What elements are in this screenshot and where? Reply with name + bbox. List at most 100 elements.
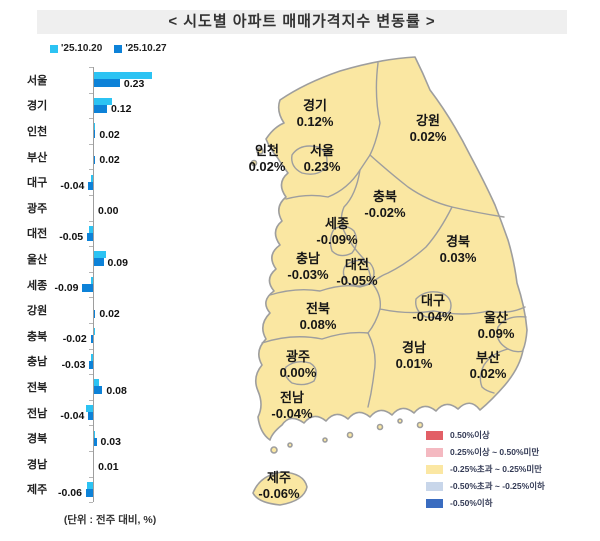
chart-row: 경기 0.12: [25, 93, 195, 119]
map-region-label: 대구 -0.04%: [412, 293, 453, 325]
map-region-label: 광주 0.00%: [280, 349, 317, 381]
bar-2025-10-27: [93, 258, 104, 267]
map-region-name: 충북: [373, 189, 397, 204]
axis-tick: [89, 348, 93, 350]
bar-value-label: -0.04: [60, 179, 85, 192]
bar-value-label: 0.12: [111, 103, 132, 116]
chart-row: 광주 0.00: [25, 195, 195, 221]
chart-row: 인천 0.02: [25, 118, 195, 144]
chart-row: 충남 -0.03: [25, 349, 195, 375]
chart-region-label: 충남: [27, 356, 48, 369]
chart-region-label: 대전: [27, 228, 48, 241]
bar-2025-10-20: [93, 251, 106, 259]
bar-2025-10-20: [89, 225, 93, 233]
map-legend-label: 0.25%이상 ~ 0.50%미만: [450, 447, 540, 457]
jeju-island-shape: [252, 471, 308, 506]
map-region-label: 울산 0.09%: [478, 310, 515, 342]
small-islands: [250, 147, 424, 454]
map-region-value: -0.09%: [316, 232, 358, 247]
bar-2025-10-27: [85, 488, 93, 497]
bar-2025-10-20: [93, 379, 99, 387]
map-region-name: 부산: [476, 350, 500, 365]
bar-value-label: 0.00: [98, 205, 119, 218]
series-swatch-icon: [114, 44, 123, 53]
map-region-label: 경북 0.03%: [440, 234, 477, 266]
map-region-value: -0.05%: [336, 273, 378, 288]
axis-tick: [89, 323, 93, 324]
series-legend-item: '25.10.27: [114, 43, 167, 54]
map-region-name: 대전: [345, 257, 369, 272]
map-region-value: 0.02%: [248, 159, 286, 174]
chart-region-label: 강원: [27, 305, 48, 318]
chart-region-label: 충북: [27, 330, 48, 343]
chart-region-label: 경북: [27, 433, 48, 446]
chart-region-label: 대구: [27, 177, 48, 190]
bar-2025-10-20: [93, 97, 112, 105]
chart-row: 충북 -0.02: [25, 323, 195, 349]
bar-value-label: -0.03: [61, 359, 86, 372]
bar-2025-10-20: [93, 328, 96, 336]
bar-2025-10-20: [85, 405, 93, 413]
chart-row: 대구 -0.04: [25, 169, 195, 195]
map-region-name: 제주: [267, 470, 291, 485]
map-region-name: 경남: [402, 340, 426, 355]
map-region-label: 충북 -0.02%: [364, 189, 405, 221]
map-region-name: 대구: [421, 293, 445, 308]
series-legend-label: '25.10.27: [125, 43, 167, 54]
chart-row: 강원 0.02: [25, 297, 195, 323]
map-legend-label: -0.50%초과 ~ -0.25%이하: [450, 481, 545, 491]
chart-region-label: 경남: [27, 458, 48, 471]
chart-region-label: 부산: [27, 151, 48, 164]
bar-2025-10-20: [93, 123, 96, 131]
bar-value-label: -0.04: [60, 410, 85, 423]
axis-tick: [89, 502, 93, 504]
map-region-label: 경남 0.01%: [396, 340, 433, 372]
axis-tick: [89, 425, 93, 427]
legend-swatch-icon: [426, 464, 443, 474]
map-region-value: 0.09%: [477, 326, 515, 341]
chart-row: 제주 -0.06: [25, 477, 195, 503]
map-region-label: 제주 -0.06%: [258, 470, 299, 502]
map-region-value: -0.04%: [412, 309, 454, 324]
map-region-value: -0.02%: [364, 205, 406, 220]
bar-value-label: 0.02: [99, 307, 120, 320]
chart-row: 울산 0.09: [25, 246, 195, 272]
chart-axis: [93, 67, 94, 503]
map-region-name: 강원: [416, 113, 440, 128]
chart-row: 전남 -0.04: [25, 400, 195, 426]
chart-region-label: 울산: [27, 253, 48, 266]
bar-value-label: -0.06: [58, 487, 82, 499]
chart-row: 경남 0.01: [25, 451, 195, 477]
axis-tick: [89, 195, 93, 196]
chart-row: 부산 0.02: [25, 144, 195, 170]
chart-region-label: 전남: [27, 407, 48, 420]
map-legend-label: -0.50%이하: [450, 498, 493, 508]
map-legend-item: -0.25%초과 ~ 0.25%미만: [426, 463, 545, 475]
legend-swatch-icon: [426, 430, 443, 440]
map-region-name: 충남: [296, 251, 320, 266]
map-legend-item: 0.50%이상: [426, 429, 545, 441]
mainland-shape: [254, 56, 528, 441]
bar-2025-10-27: [82, 284, 93, 293]
bar-2025-10-20: [90, 277, 93, 285]
map-region-label: 충남 -0.03%: [287, 251, 328, 283]
map-region-value: -0.06%: [258, 486, 300, 501]
bar-value-label: 0.09: [107, 256, 128, 269]
map-region-name: 경북: [446, 234, 470, 249]
map-region-label: 부산 0.02%: [470, 350, 507, 382]
bar-2025-10-27: [93, 156, 96, 165]
axis-tick: [89, 297, 93, 299]
chart-region-label: 광주: [27, 202, 48, 215]
series-swatch-icon: [50, 44, 58, 53]
map-region-value: 0.01%: [395, 356, 433, 371]
map-legend-label: -0.25%초과 ~ 0.25%미만: [450, 464, 543, 474]
map-region-label: 인천 0.02%: [249, 143, 286, 175]
map-region-value: -0.04%: [271, 406, 313, 421]
province-borders: [261, 62, 527, 408]
map-region-value: 0.03%: [439, 250, 477, 265]
bar-value-label: 0.02: [99, 154, 120, 167]
chart-series-legend: '25.10.20 '25.10.27: [50, 43, 167, 54]
map-region-label: 서울 0.23%: [304, 143, 341, 175]
bar-2025-10-27: [93, 309, 96, 318]
